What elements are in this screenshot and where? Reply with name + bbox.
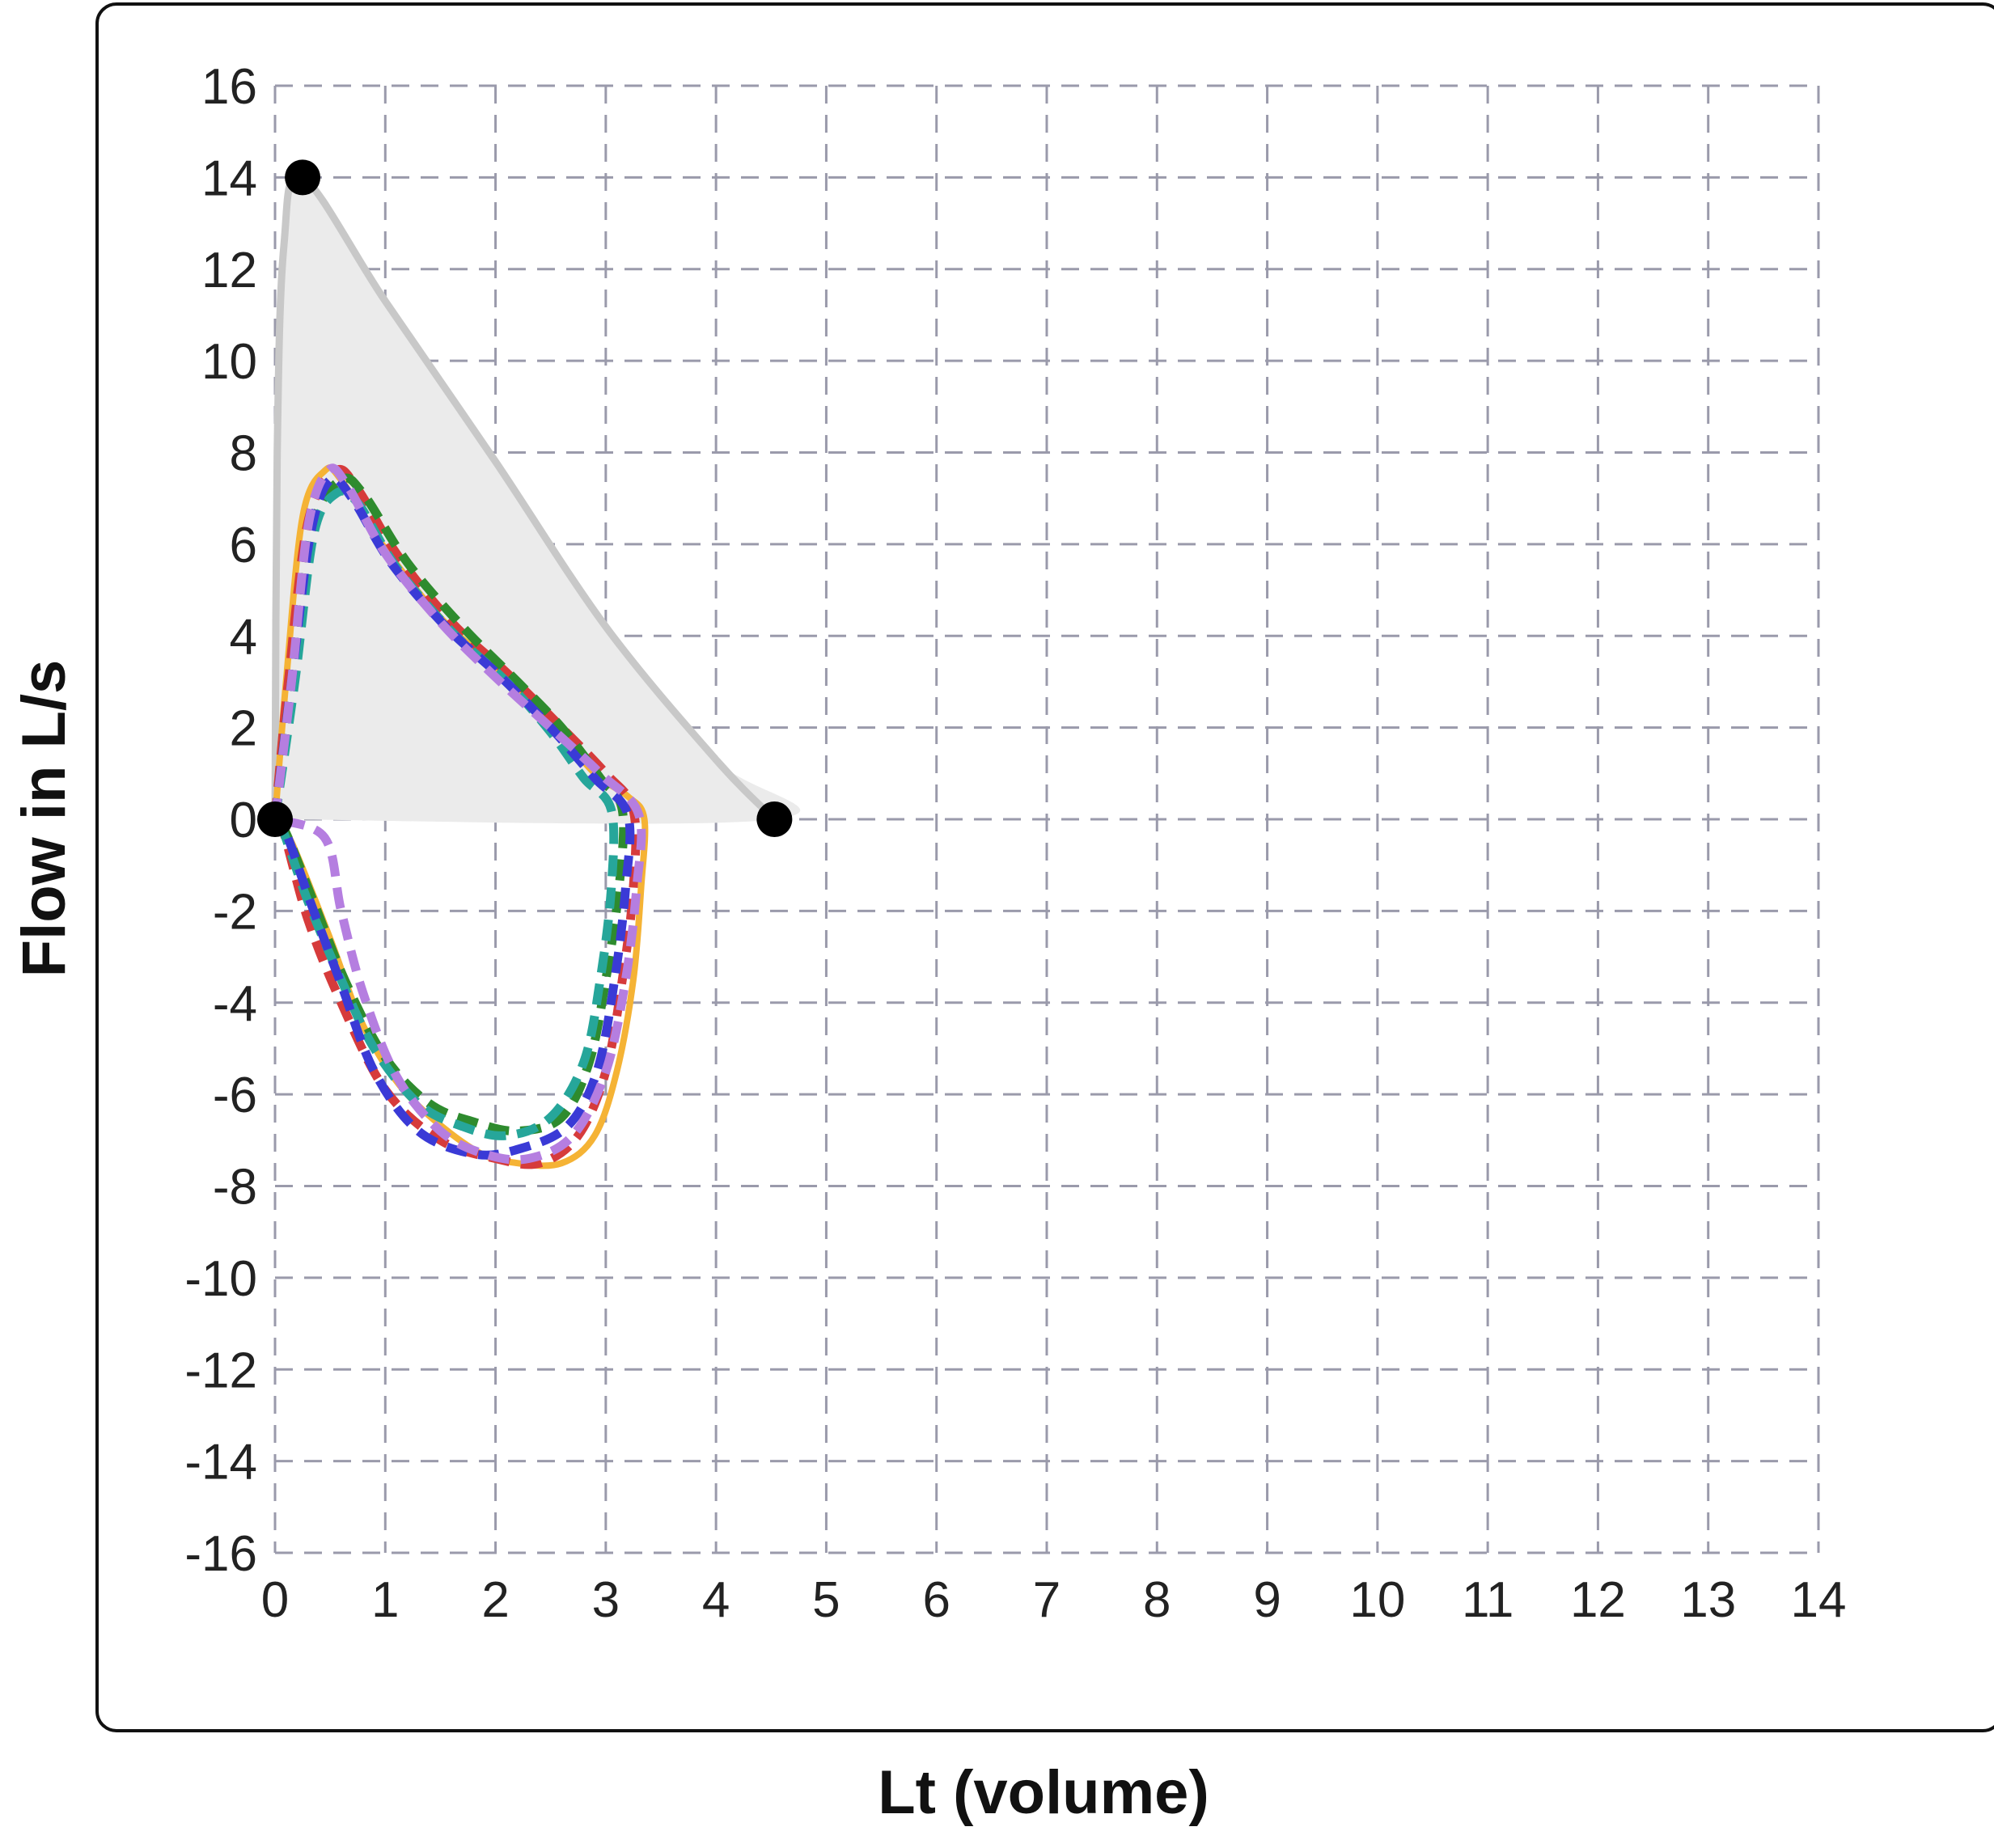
y-tick-label: 16 <box>201 59 257 115</box>
y-tick-label: 0 <box>230 793 257 848</box>
x-tick-label: 4 <box>702 1572 730 1628</box>
envelope-outline <box>271 172 778 823</box>
x-tick-label: 9 <box>1253 1572 1281 1628</box>
y-tick-label: -16 <box>184 1526 257 1582</box>
series-line-3 <box>270 486 619 1140</box>
y-tick-label: 14 <box>201 150 257 206</box>
y-tick-label: -14 <box>184 1435 257 1491</box>
y-tick-label: 2 <box>230 701 257 757</box>
y-tick-label: -8 <box>213 1160 257 1216</box>
predicted-envelope <box>271 172 801 824</box>
x-tick-label: 5 <box>812 1572 840 1628</box>
x-tick-label: 6 <box>922 1572 950 1628</box>
y-tick-label: 10 <box>201 334 257 390</box>
y-tick-label: 12 <box>201 243 257 298</box>
y-tick-label: -12 <box>184 1343 257 1398</box>
x-tick-label: 3 <box>592 1572 620 1628</box>
envelope-marker-1[interactable] <box>285 159 321 196</box>
x-tick-label: 10 <box>1349 1572 1405 1628</box>
y-tick-label: -10 <box>184 1251 257 1307</box>
envelope-marker-2[interactable] <box>756 801 793 837</box>
x-axis-title: Lt (volume) <box>878 1758 1209 1827</box>
series-group <box>270 463 649 1169</box>
x-tick-label: 14 <box>1791 1572 1847 1628</box>
x-tick-label: 11 <box>1462 1572 1513 1628</box>
x-tick-label: 1 <box>371 1572 399 1628</box>
y-tick-label: 8 <box>230 426 257 482</box>
y-tick-label: 4 <box>230 609 257 665</box>
marker-group <box>257 159 793 837</box>
x-tick-label: 8 <box>1143 1572 1171 1628</box>
y-tick-label: 6 <box>230 518 257 573</box>
x-tick-label: 2 <box>481 1572 509 1628</box>
x-tick-label: 7 <box>1033 1572 1061 1628</box>
x-tick-label: 13 <box>1680 1572 1736 1628</box>
y-tick-label: -2 <box>213 884 257 940</box>
y-tick-label: -6 <box>213 1068 257 1123</box>
plot-frame <box>95 2 1994 1732</box>
series-line-5 <box>270 463 646 1165</box>
y-axis-title: Flow in L/s <box>10 660 78 978</box>
envelope-marker-0[interactable] <box>257 801 293 837</box>
y-tick-label: -4 <box>213 976 257 1032</box>
x-tick-label: 12 <box>1570 1572 1626 1628</box>
x-tick-label: 0 <box>261 1572 289 1628</box>
tick-labels: 0 1 2 3 4 5 6 7 8 9 10 11 12 13 141614121086420-2-4-6-… <box>184 59 1846 1628</box>
series-line-4 <box>270 473 635 1160</box>
